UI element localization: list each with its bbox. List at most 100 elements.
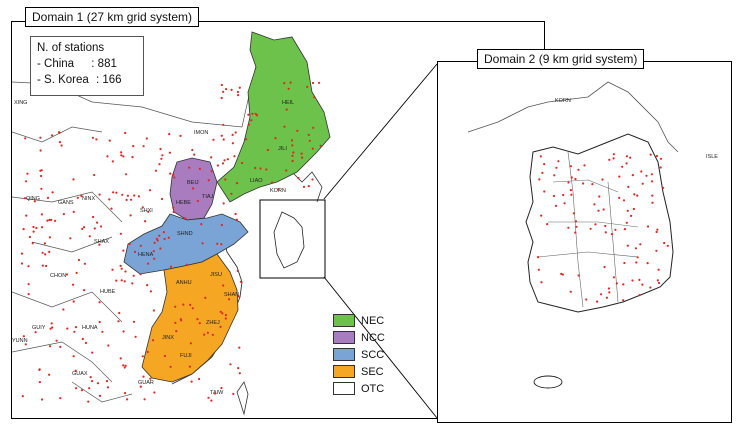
station-dot [553, 174, 556, 177]
station-dot [112, 191, 115, 194]
station-dot [238, 86, 241, 89]
station-dot [198, 322, 201, 325]
station-dot [121, 193, 124, 196]
station-dot [318, 81, 321, 84]
station-dot [238, 372, 241, 375]
station-dot [311, 81, 315, 85]
south-korea-outline [525, 133, 674, 313]
station-dot [88, 235, 91, 238]
region-legend: NEC NCC SCC SEC OTC [333, 312, 385, 397]
legend-item-ncc: NCC [333, 329, 385, 346]
station-dot [540, 214, 543, 217]
station-dot [91, 136, 94, 139]
station-dot [638, 278, 641, 281]
station-dot [41, 398, 44, 401]
station-dot [44, 253, 47, 256]
station-dot [107, 344, 110, 347]
station-dot [168, 151, 171, 154]
station-dot [224, 317, 227, 320]
station-dot [122, 364, 125, 367]
station-dot [98, 301, 101, 304]
station-dot [567, 181, 570, 184]
station-dot [40, 174, 43, 178]
station-dot [98, 193, 101, 196]
station-dot [206, 331, 209, 334]
station-dot [191, 307, 194, 310]
station-dot [122, 155, 125, 158]
station-dot [650, 173, 653, 176]
station-dot [115, 191, 118, 194]
station-dot [39, 169, 42, 172]
station-dot [96, 382, 100, 385]
station-dot [237, 295, 240, 298]
legend-swatch-scc [333, 348, 355, 361]
station-dot [608, 291, 611, 294]
station-dot [143, 398, 146, 401]
station-dot [41, 226, 44, 229]
station-dot [108, 139, 111, 142]
label-shnd: SHND [177, 231, 193, 237]
station-dot [646, 225, 650, 228]
station-dot [283, 125, 286, 128]
domain2-map-panel: KORN ISLE [437, 61, 732, 423]
label-ninx: NINX [82, 196, 95, 202]
station-dot [666, 244, 669, 247]
station-dot [133, 250, 137, 253]
station-dot [640, 170, 643, 173]
station-dot [283, 82, 286, 85]
station-dot [132, 274, 135, 277]
station-dot [659, 166, 662, 169]
station-dot [210, 399, 213, 402]
station-dot [297, 177, 300, 180]
station-dot [74, 369, 77, 372]
label-hena: HENA [138, 252, 154, 258]
station-dot [574, 177, 577, 181]
station-dot [198, 377, 201, 381]
station-dot [626, 209, 629, 212]
station-dot [302, 185, 306, 188]
station-dot [569, 290, 572, 293]
station-dot [101, 330, 104, 333]
station-dot [20, 262, 24, 265]
station-dot [572, 212, 575, 215]
station-dot [137, 195, 140, 198]
station-dot [552, 194, 556, 198]
legend-item-otc: OTC [333, 380, 385, 397]
station-dot [594, 223, 597, 226]
station-dot [126, 194, 129, 197]
station-dot [543, 163, 546, 166]
station-dot [222, 90, 225, 93]
region-sec [141, 253, 239, 383]
station-dot [34, 331, 37, 334]
station-dot [93, 173, 96, 177]
station-dot [236, 269, 239, 272]
station-dot [567, 226, 570, 229]
label-fuji: FUJI [180, 353, 192, 359]
station-dot [139, 273, 142, 276]
station-dot [603, 265, 606, 269]
station-dot [119, 232, 122, 235]
station-dot [631, 279, 634, 282]
station-dot [250, 119, 253, 122]
station-dot [259, 167, 262, 170]
station-dot [158, 163, 161, 166]
station-dot [625, 221, 628, 224]
station-dot [608, 158, 611, 161]
domain2-north-border [467, 81, 679, 153]
station-dot [220, 243, 223, 246]
station-dot [607, 287, 610, 290]
station-dot [214, 392, 217, 395]
station-dot [221, 162, 225, 165]
station-dot [152, 339, 155, 342]
station-dot [233, 155, 236, 158]
station-dot [49, 327, 52, 330]
station-dot [76, 196, 79, 199]
station-dot [635, 261, 638, 264]
station-dot [169, 265, 173, 268]
station-dot [623, 261, 626, 265]
station-dot [81, 337, 84, 341]
station-dot [32, 230, 35, 233]
domain1-map: XING IMON HEIL JILI LIAO KORN BEIJ HEBE … [11, 31, 331, 416]
station-dot [612, 276, 616, 279]
station-dot [20, 252, 24, 255]
